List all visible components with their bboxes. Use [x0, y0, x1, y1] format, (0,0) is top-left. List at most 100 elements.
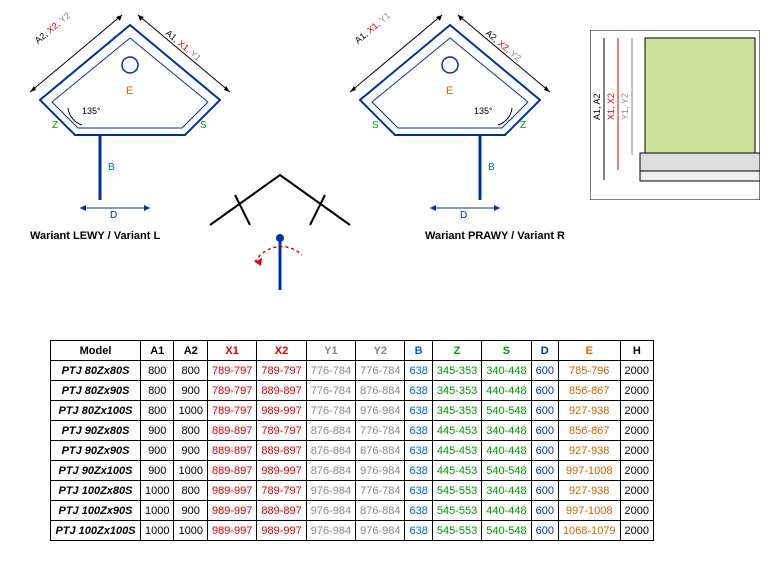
svg-text:D: D	[110, 210, 117, 220]
table-cell: 1000	[141, 481, 174, 501]
diagram-door-swing	[200, 170, 360, 305]
table-header-cell: H	[620, 341, 653, 361]
table-cell: 1000	[141, 521, 174, 541]
table-cell: 638	[405, 361, 432, 381]
table-row: PTJ 100Zx100S10001000989-997989-997976-9…	[51, 521, 654, 541]
table-cell: 540-548	[482, 461, 531, 481]
table-cell: 900	[141, 421, 174, 441]
table-cell: 776-784	[356, 421, 405, 441]
table-cell: PTJ 100Zx80S	[51, 481, 141, 501]
table-cell: PTJ 80Zx90S	[51, 381, 141, 401]
table-cell: 976-984	[356, 461, 405, 481]
svg-text:E: E	[126, 85, 133, 97]
table-cell: 800	[174, 481, 207, 501]
table-cell: 340-448	[482, 421, 531, 441]
table-header-cell: Z	[432, 341, 481, 361]
table-cell: 976-984	[306, 481, 355, 501]
table-row: PTJ 90Zx80S900800889-897789-797876-88477…	[51, 421, 654, 441]
table-row: PTJ 90Zx90S900900889-897889-897876-88487…	[51, 441, 654, 461]
table-header-cell: E	[558, 341, 620, 361]
table-cell: 989-997	[207, 521, 256, 541]
table-cell: 776-784	[356, 361, 405, 381]
table-cell: PTJ 100Zx90S	[51, 501, 141, 521]
table-cell: 789-797	[257, 361, 306, 381]
table-cell: 989-997	[257, 521, 306, 541]
svg-text:Z: Z	[520, 120, 526, 131]
table-body: PTJ 80Zx80S800800789-797789-797776-78477…	[51, 361, 654, 541]
table-cell: 440-448	[482, 501, 531, 521]
table-cell: 2000	[620, 521, 653, 541]
caption-variant-left: Wariant LEWY / Variant L	[30, 230, 160, 242]
table-cell: 876-884	[356, 501, 405, 521]
table-cell: 345-353	[432, 361, 481, 381]
table-cell: 927-938	[558, 441, 620, 461]
table-cell: 785-796	[558, 361, 620, 381]
table-cell: 889-897	[207, 421, 256, 441]
table-cell: 345-353	[432, 401, 481, 421]
table-cell: 776-784	[306, 381, 355, 401]
table-cell: 638	[405, 441, 432, 461]
table-cell: 800	[141, 401, 174, 421]
table-header-cell: A1	[141, 341, 174, 361]
table-cell: 976-984	[306, 501, 355, 521]
table-cell: 2000	[620, 481, 653, 501]
table-cell: 927-938	[558, 401, 620, 421]
table-cell: 440-448	[482, 381, 531, 401]
table-cell: 856-867	[558, 381, 620, 401]
caption-variant-right: Wariant PRAWY / Variant R	[425, 230, 565, 242]
table-cell: 600	[531, 481, 558, 501]
table-cell: 600	[531, 381, 558, 401]
table-cell: 1000	[174, 461, 207, 481]
table-cell: 976-984	[306, 521, 355, 541]
table-row: PTJ 80Zx80S800800789-797789-797776-78477…	[51, 361, 654, 381]
diagram-variant-right: 135° A1, X1, Y1 A2, X2, Y2 S Z E B D	[340, 10, 560, 225]
table-header-cell: A2	[174, 341, 207, 361]
diagram-side-elevation: A1, A2 X1, X2 Y1, Y2	[590, 30, 760, 205]
table-cell: 997-1008	[558, 461, 620, 481]
table-header-cell: S	[482, 341, 531, 361]
svg-text:A1, X1, Y1: A1, X1, Y1	[353, 10, 392, 45]
dimensions-table: ModelA1A2X1X2Y1Y2BZSDEH PTJ 80Zx80S80080…	[50, 340, 654, 541]
table-cell: 800	[141, 381, 174, 401]
table-cell: 776-784	[306, 401, 355, 421]
table-cell: 638	[405, 521, 432, 541]
table-cell: PTJ 100Zx100S	[51, 521, 141, 541]
table-cell: 600	[531, 361, 558, 381]
table-cell: 540-548	[482, 401, 531, 421]
table-cell: 989-997	[207, 501, 256, 521]
table-cell: 545-553	[432, 521, 481, 541]
table-cell: 876-884	[306, 441, 355, 461]
table-cell: 900	[174, 381, 207, 401]
table-cell: 600	[531, 521, 558, 541]
table-row: PTJ 90Zx100S9001000889-897989-997876-884…	[51, 461, 654, 481]
table-header-cell: Y1	[306, 341, 355, 361]
svg-text:D: D	[460, 210, 467, 220]
table-cell: 638	[405, 461, 432, 481]
table-cell: 889-897	[257, 501, 306, 521]
table-cell: 600	[531, 401, 558, 421]
table-cell: 445-453	[432, 421, 481, 441]
table-cell: 445-453	[432, 461, 481, 481]
table-cell: 889-897	[207, 461, 256, 481]
table-cell: 800	[174, 361, 207, 381]
table-cell: 345-353	[432, 381, 481, 401]
table-cell: 445-453	[432, 441, 481, 461]
svg-text:Z: Z	[52, 120, 58, 131]
table-row: PTJ 100Zx80S1000800989-997789-797976-984…	[51, 481, 654, 501]
table-cell: 989-997	[257, 401, 306, 421]
table-cell: 545-553	[432, 481, 481, 501]
table-cell: 776-784	[356, 481, 405, 501]
svg-text:S: S	[200, 120, 207, 131]
svg-text:B: B	[488, 162, 495, 173]
table-cell: 776-784	[306, 361, 355, 381]
table-header-cell: X2	[257, 341, 306, 361]
table-cell: 789-797	[207, 361, 256, 381]
table-cell: 876-884	[306, 461, 355, 481]
svg-text:B: B	[108, 162, 115, 173]
table-cell: 876-884	[306, 421, 355, 441]
table-header-cell: Model	[51, 341, 141, 361]
table-cell: 876-884	[356, 441, 405, 461]
table-cell: 900	[141, 441, 174, 461]
table-cell: 789-797	[207, 401, 256, 421]
table-cell: 989-997	[257, 461, 306, 481]
